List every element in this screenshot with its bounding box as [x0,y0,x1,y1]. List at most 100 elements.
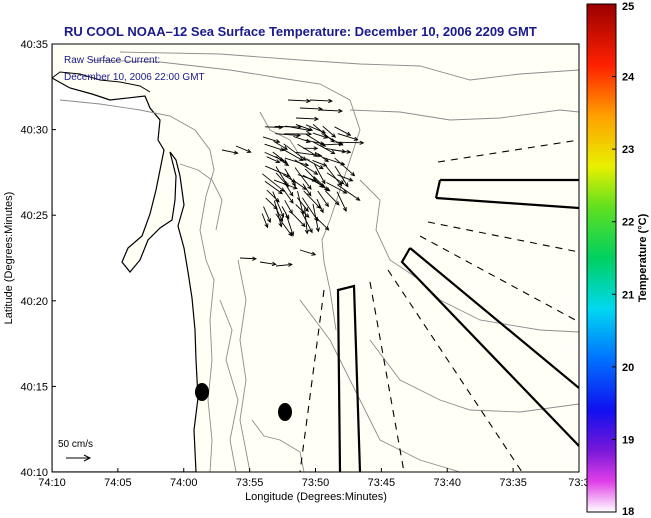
current-vector [284,182,294,197]
current-vector [284,157,310,167]
x-tick-label: 73:55 [236,477,264,489]
current-vector [335,140,365,145]
x-tick-label: 74:00 [170,477,198,489]
current-vector [302,146,319,151]
current-vector [336,191,347,212]
current-vector [293,135,311,143]
current-vector [285,212,295,237]
colorbar-tick-label: 24 [622,72,635,84]
y-tick-label: 40:20 [20,296,48,308]
current-vectors [221,98,365,267]
current-vector [287,98,312,104]
current-vector [284,168,296,187]
current-vector [295,123,314,132]
colorbar: 25 24 23 22 21 20 19 18 Temperature (°C) [586,1,649,518]
colorbar-ticks: 25 24 23 22 21 20 19 18 [612,1,635,518]
current-vector [332,149,352,154]
current-vector [275,156,290,167]
current-vector [261,213,269,229]
current-vector [273,140,288,150]
y-axis-ticks: 40:35 40:30 40:25 40:20 40:15 40:10 [20,39,56,479]
current-vector [284,131,313,137]
current-vector [326,172,345,185]
x-tick-label: 73:50 [302,477,330,489]
colorbar-gradient [586,3,617,513]
scale-vector [66,454,92,462]
current-vector [317,190,329,208]
x-tick-label: 73:35 [499,477,527,489]
current-vector [337,133,359,141]
current-vector [283,143,307,161]
current-vector [316,198,324,214]
x-tick-label: 74:05 [104,477,132,489]
marker-buoy-2 [278,403,292,421]
current-vector [337,174,354,182]
land-mass [52,44,199,472]
current-vector [305,139,325,146]
current-vector [334,126,352,136]
y-tick-label: 40:35 [20,39,48,51]
colorbar-tick-label: 18 [622,506,634,518]
lane-boundaries [299,139,579,472]
x-tick-label: 73:3 [568,477,589,489]
marker-buoy-1 [195,383,209,401]
shipping-lanes [336,178,579,472]
current-vector [275,262,293,267]
bathymetry-contours [59,51,579,472]
current-vector [283,189,294,204]
x-tick-label: 74:10 [38,477,66,489]
colorbar-tick-label: 25 [622,1,634,13]
subtitle-line-2: December 10, 2006 22:00 GMT [64,72,205,83]
subtitle-line-1: Raw Surface Current: [64,55,160,66]
colorbar-tick-label: 22 [622,217,634,229]
current-vector [239,256,258,261]
y-tick-label: 40:10 [20,467,48,479]
current-vector [314,216,330,231]
colorbar-tick-label: 23 [622,144,634,156]
x-axis-label: Longitude (Degrees:Minutes) [245,491,387,503]
x-axis-ticks: 74:10 74:05 74:00 73:55 73:50 73:45 73:40 73:35… [38,468,590,489]
current-vector [334,157,356,177]
current-vector [295,204,310,218]
current-vector [266,156,281,164]
current-vector [259,261,277,267]
current-vector [306,158,324,170]
current-vector [301,213,313,234]
y-axis-label: Latitude (Degrees:Minutes) [3,192,15,325]
current-vector [295,151,323,158]
current-vector [296,197,309,213]
current-vector [322,125,337,138]
current-vector [221,149,239,155]
current-vector [262,136,281,144]
current-vector [299,106,324,112]
coastline-north [52,71,151,93]
current-vector [324,190,340,206]
current-vector [291,212,306,228]
current-vector [323,141,344,147]
current-vector [309,98,334,104]
scale-label: 50 cm/s [58,439,93,450]
plot-area [51,43,580,473]
y-tick-label: 40:30 [20,125,48,137]
current-vector [264,180,283,195]
colorbar-tick-label: 20 [622,362,634,374]
current-vector [263,206,271,224]
current-vector [295,116,320,122]
current-vector [302,183,312,197]
current-vector [319,108,344,114]
x-tick-label: 73:45 [368,477,396,489]
current-vector [299,249,317,256]
current-vector [272,191,285,218]
current-vector [303,190,321,209]
chart-title: RU COOL NOAA–12 Sea Surface Temperature:… [64,24,537,39]
y-tick-label: 40:25 [20,210,48,222]
current-vector [297,143,319,157]
current-vector [281,148,304,162]
current-vector [294,167,312,190]
current-vector [314,164,326,185]
current-vector [294,159,319,175]
colorbar-tick-label: 21 [622,289,634,301]
current-vector [337,184,361,201]
current-vector [264,143,285,152]
